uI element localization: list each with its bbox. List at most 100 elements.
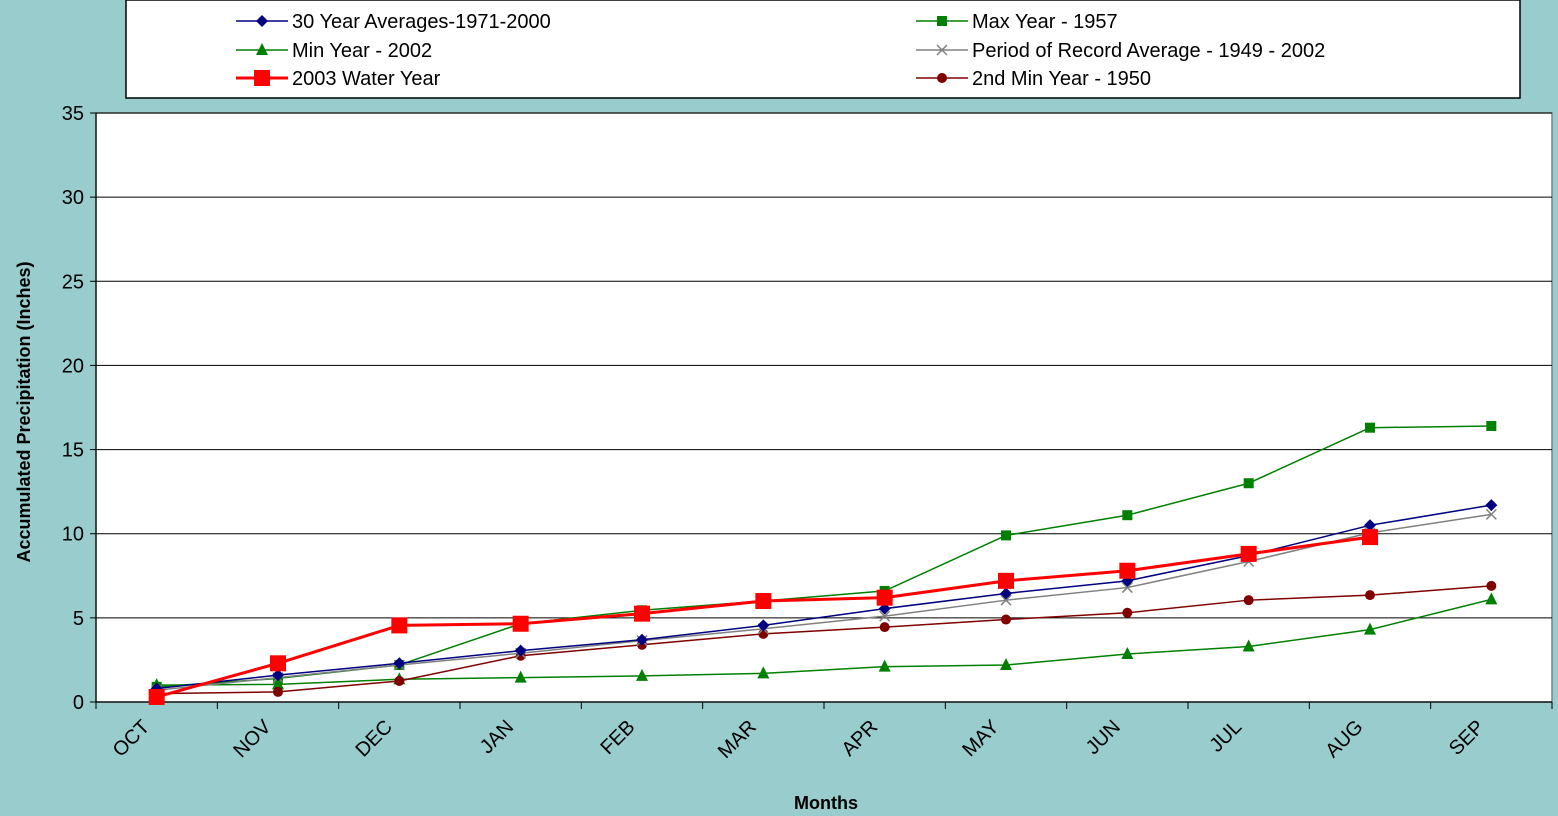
series-6 [151,580,1497,699]
point-marker [1485,592,1498,605]
y-tick-label: 30 [62,187,84,209]
point-marker [937,16,947,26]
point-marker [998,572,1014,589]
x-tick-label: DEC [351,716,396,761]
point-marker [1364,622,1376,635]
point-marker [148,688,165,705]
point-marker [1000,594,1012,606]
x-tick-label: JAN [476,716,518,758]
point-marker [936,44,948,56]
point-marker [1000,587,1012,600]
point-marker [270,655,286,672]
gridlines [96,112,1552,619]
series-layer [148,421,1498,705]
x-tick-label: OCT [109,716,154,761]
point-marker [1243,478,1254,489]
y-tick-label: 35 [62,103,84,125]
legend-item: 2003 Water Year [236,68,441,90]
series-line [156,585,1492,695]
x-tick-label: SEP [1445,716,1489,760]
point-marker [254,70,270,86]
x-tick-label: AUG [1321,716,1367,762]
point-marker-stroke [1000,594,1012,606]
point-marker-stroke [1121,582,1133,594]
point-marker [1485,508,1497,520]
point-marker [1364,519,1376,532]
plot-area [95,112,1553,703]
point-marker [1121,582,1133,594]
legend-box [125,0,1521,99]
axes [90,112,1553,709]
point-marker-stroke [1485,508,1497,520]
legend-label: 2nd Min Year - 1950 [972,68,1151,90]
point-marker [878,659,891,672]
point-marker-stroke [936,44,948,56]
point-marker [1122,607,1133,618]
legend-label: Period of Record Average - 1949 - 2002 [972,40,1325,62]
point-marker [876,589,893,606]
point-marker [1362,529,1378,546]
point-marker [394,675,405,686]
point-marker [755,593,772,610]
point-marker [1365,422,1375,433]
y-axis-title: Accumulated Precipitation (Inches) [14,261,34,562]
y-tick-label: 10 [62,524,84,546]
point-marker [1243,595,1254,606]
y-tick-label: 0 [73,692,84,714]
point-marker [937,73,947,83]
x-tick-label: MAR [714,716,761,763]
x-tick-label: APR [838,716,883,761]
point-marker [634,605,650,622]
series-line [156,513,1492,691]
legend: 30 Year Averages-1971-2000 Max Year - 195… [236,11,1325,90]
point-marker [636,633,648,646]
point-marker [1486,580,1497,591]
point-marker [1240,545,1257,562]
y-tick-label: 25 [62,271,84,293]
point-marker [272,669,284,682]
point-marker [514,644,527,657]
point-marker [879,610,891,622]
legend-item: Min Year - 2002 [236,40,432,62]
legend-item: 2nd Min Year - 1950 [916,68,1151,90]
point-marker [757,619,770,632]
point-marker [1001,614,1011,625]
point-marker [1121,647,1134,660]
legend-label: Max Year - 1957 [972,11,1118,33]
legend-label: 2003 Water Year [292,68,441,90]
point-marker [391,617,408,634]
point-marker [514,670,527,683]
x-tick-label: MAY [958,716,1003,761]
series-5 [148,529,1378,705]
point-marker [1486,421,1497,432]
point-marker [1119,562,1136,579]
legend-label: Min Year - 2002 [292,40,432,62]
legend-item: 30 Year Averages-1971-2000 [236,11,551,33]
point-marker [1122,510,1133,521]
point-marker [256,15,268,27]
point-marker [1001,530,1011,541]
point-marker [1000,657,1012,670]
point-marker [1485,499,1498,512]
x-tick-labels: OCT NOV DEC JAN FEB MAR APR MAY JUN JUL AUG SEP [109,716,1489,763]
y-tick-label: 15 [62,440,84,462]
point-marker-stroke [879,610,891,622]
series-line [156,598,1492,686]
legend-label: 30 Year Averages-1971-2000 [292,11,551,33]
point-marker [1242,639,1255,652]
point-marker [879,622,890,633]
point-marker [512,615,529,632]
point-marker [256,43,268,55]
point-marker [1365,590,1375,601]
y-tick-label: 5 [73,608,84,630]
x-axis-title: Months [794,793,858,813]
y-tick-label: 20 [62,355,84,377]
legend-item: Period of Record Average - 1949 - 2002 [916,40,1325,62]
point-marker [273,686,283,697]
legend-item: Max Year - 1957 [916,11,1118,33]
x-tick-label: JUN [1082,716,1125,759]
point-marker [757,666,770,679]
x-tick-label: JUL [1205,716,1246,757]
